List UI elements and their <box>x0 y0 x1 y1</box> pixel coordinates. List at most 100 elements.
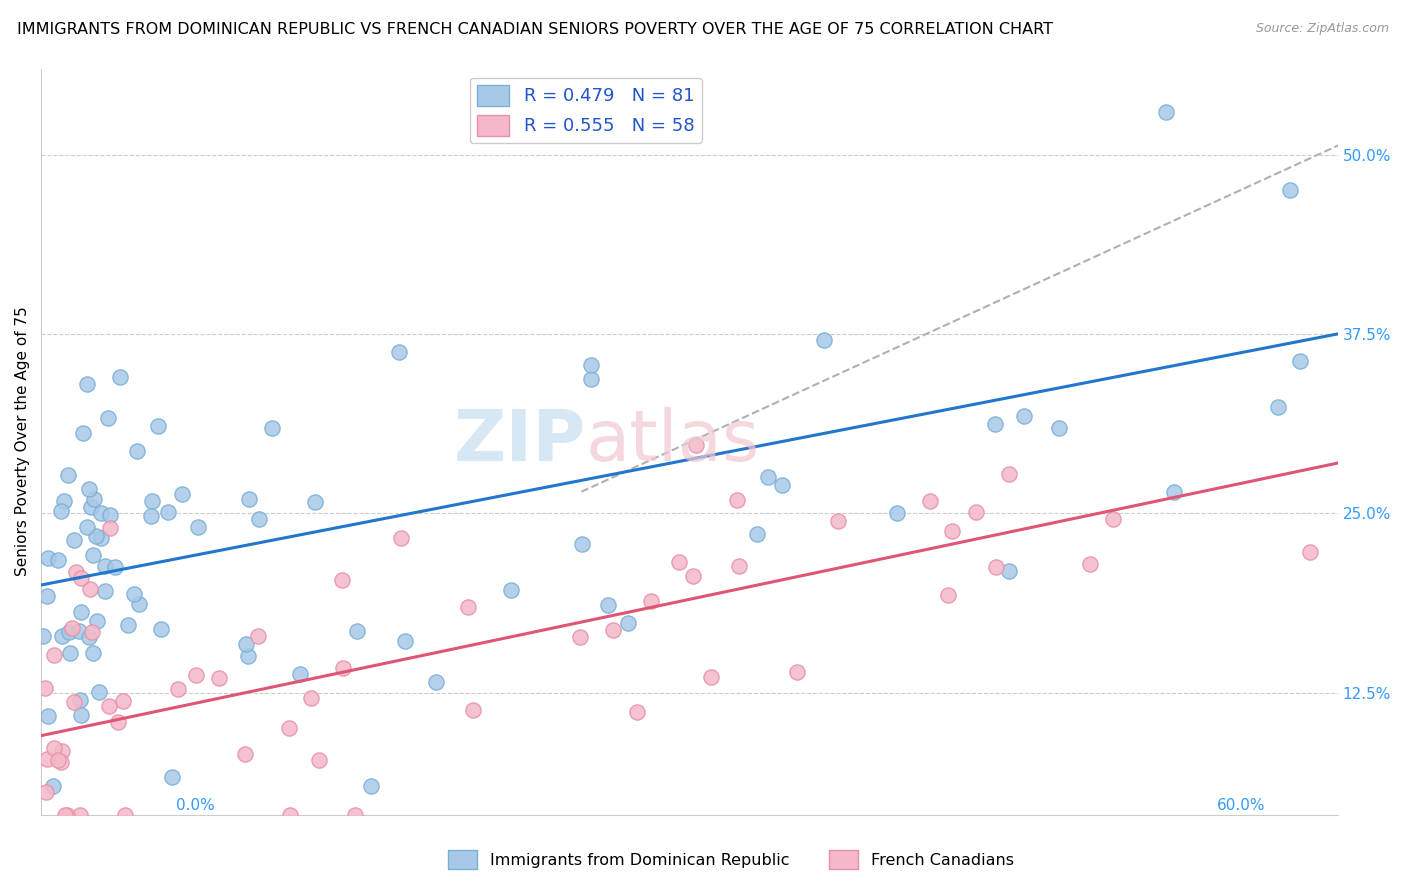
Point <box>53 807 76 822</box>
Text: atlas: atlas <box>586 407 761 476</box>
Point <box>32 629 55 643</box>
Point <box>579 372 602 386</box>
Point <box>80 500 103 515</box>
Point <box>128 597 150 611</box>
Point <box>42 779 65 793</box>
Point <box>501 583 523 598</box>
Point <box>786 665 808 680</box>
Point <box>360 779 382 793</box>
Point <box>332 661 354 675</box>
Point <box>685 438 707 452</box>
Point <box>290 667 312 681</box>
Point <box>156 505 179 519</box>
Point <box>280 807 302 822</box>
Point <box>98 508 121 522</box>
Point <box>813 334 835 348</box>
Point <box>700 670 723 684</box>
Point <box>141 493 163 508</box>
Point <box>725 492 748 507</box>
Point <box>602 623 624 637</box>
Point <box>42 741 65 756</box>
Point <box>682 569 704 583</box>
Point <box>125 443 148 458</box>
Point <box>76 377 98 392</box>
Point <box>640 594 662 608</box>
Point <box>139 508 162 523</box>
Point <box>941 524 963 538</box>
Point <box>626 705 648 719</box>
Point <box>1101 512 1123 526</box>
Point <box>111 694 134 708</box>
Point <box>208 672 231 686</box>
Point <box>90 506 112 520</box>
Point <box>330 574 353 588</box>
Point <box>90 531 112 545</box>
Point <box>425 675 447 690</box>
Point <box>277 721 299 735</box>
Point <box>569 630 592 644</box>
Point <box>262 421 284 435</box>
Point <box>617 615 640 630</box>
Point <box>97 699 120 714</box>
Point <box>747 527 769 541</box>
Point <box>756 469 779 483</box>
Point <box>247 512 270 526</box>
Point <box>1078 557 1101 571</box>
Point <box>69 571 91 585</box>
Point <box>94 583 117 598</box>
Point <box>37 551 59 566</box>
Y-axis label: Seniors Poverty Over the Age of 75: Seniors Poverty Over the Age of 75 <box>15 307 30 576</box>
Point <box>343 807 366 822</box>
Point <box>35 589 58 603</box>
Point <box>394 634 416 648</box>
Point <box>122 586 145 600</box>
Point <box>1163 484 1185 499</box>
Point <box>35 785 58 799</box>
Point <box>46 552 69 566</box>
Point <box>1278 182 1301 196</box>
Point <box>52 493 75 508</box>
Point <box>97 411 120 425</box>
Point <box>46 753 69 767</box>
Point <box>579 358 602 372</box>
Point <box>998 467 1021 482</box>
Point <box>62 533 84 548</box>
Point <box>150 622 173 636</box>
Point <box>58 624 80 639</box>
Point <box>920 494 942 508</box>
Point <box>77 482 100 496</box>
Point <box>86 614 108 628</box>
Point <box>69 692 91 706</box>
Point <box>80 624 103 639</box>
Point <box>247 629 270 643</box>
Point <box>42 648 65 662</box>
Point <box>63 695 86 709</box>
Point <box>82 548 104 562</box>
Point <box>49 504 72 518</box>
Point <box>1156 104 1178 119</box>
Point <box>1299 544 1322 558</box>
Point <box>104 560 127 574</box>
Point <box>1047 421 1070 435</box>
Point <box>51 629 73 643</box>
Point <box>770 478 793 492</box>
Point <box>59 647 82 661</box>
Point <box>34 681 56 696</box>
Text: ZIP: ZIP <box>453 407 586 476</box>
Point <box>184 668 207 682</box>
Point <box>166 682 188 697</box>
Point <box>70 605 93 619</box>
Point <box>346 624 368 638</box>
Point <box>94 559 117 574</box>
Point <box>70 707 93 722</box>
Point <box>51 744 73 758</box>
Point <box>235 637 257 651</box>
Point <box>965 505 987 519</box>
Point <box>1288 354 1310 368</box>
Legend: R = 0.479   N = 81, R = 0.555   N = 58: R = 0.479 N = 81, R = 0.555 N = 58 <box>470 78 702 143</box>
Point <box>114 807 136 822</box>
Point <box>886 506 908 520</box>
Point <box>55 807 77 822</box>
Point <box>77 630 100 644</box>
Point <box>668 555 690 569</box>
